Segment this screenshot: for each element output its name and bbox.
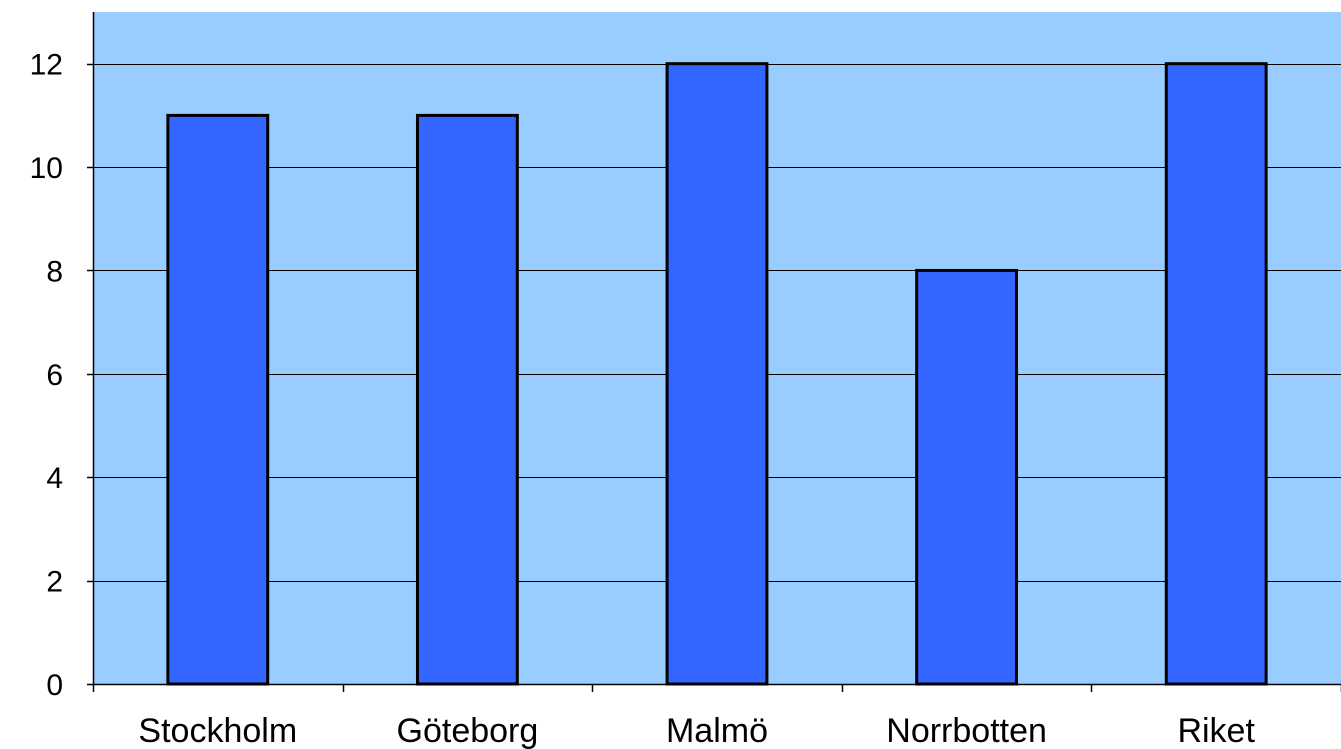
x-category-label-1: Stockholm <box>138 712 297 749</box>
x-category-label-3: Malmö <box>666 712 768 749</box>
y-tick-label-0: 0 <box>46 669 63 702</box>
bar-norrbotten <box>915 268 1019 686</box>
bars <box>166 62 1268 686</box>
y-axis-tick-labels: 0 2 4 6 8 10 12 <box>30 49 63 702</box>
bar-riket <box>1164 62 1268 686</box>
bar-stockholm <box>166 113 270 686</box>
x-category-label-5: Riket <box>1177 712 1255 749</box>
y-tick-label-2: 2 <box>46 566 63 599</box>
y-tick-label-4: 4 <box>46 462 63 495</box>
bar-göteborg <box>415 113 519 686</box>
x-axis-category-labels: Stockholm Göteborg Malmö Norrbotten Riket <box>138 712 1255 749</box>
x-category-label-4: Norrbotten <box>886 712 1047 749</box>
y-tick-label-12: 12 <box>30 49 63 82</box>
y-tick-label-8: 8 <box>46 255 63 288</box>
axes <box>87 12 1341 692</box>
y-tick-label-10: 10 <box>30 152 63 185</box>
x-category-label-2: Göteborg <box>397 712 539 749</box>
y-tick-label-6: 6 <box>46 359 63 392</box>
bar-malmö <box>665 62 769 686</box>
